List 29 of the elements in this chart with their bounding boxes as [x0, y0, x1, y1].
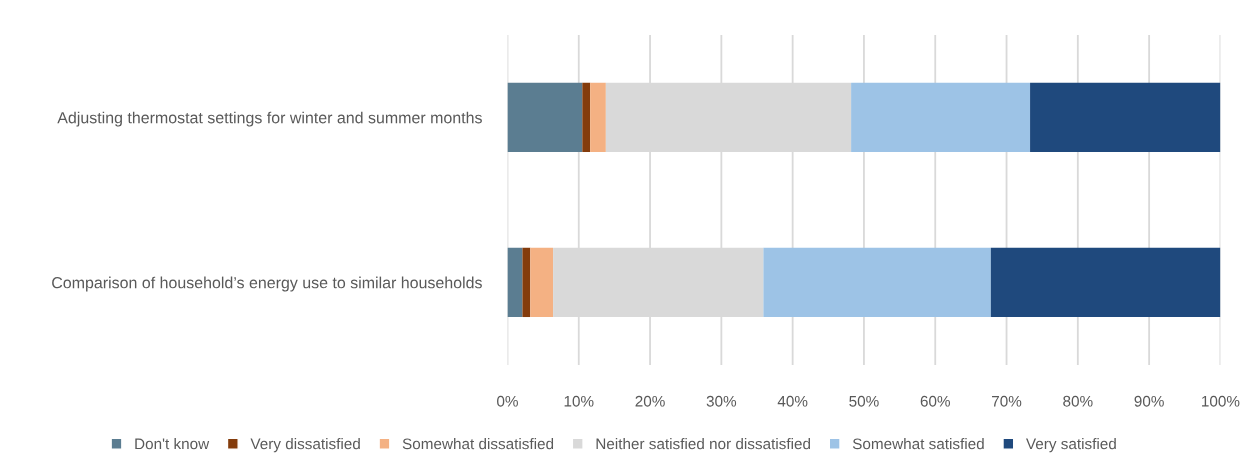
bar [990, 247, 1221, 318]
legend-label: Very dissatisfied [250, 438, 360, 453]
x-tick-label: 50% [849, 395, 879, 407]
bar [763, 247, 991, 318]
bar [582, 82, 591, 153]
y-tick-label: Adjusting thermostat settings for winter and summer months [57, 111, 482, 127]
x-tick-label: 10% [564, 395, 594, 407]
bar [507, 82, 583, 153]
x-tick-label: 40% [777, 395, 808, 407]
bar [851, 82, 1031, 153]
bar [1030, 82, 1221, 153]
x-tick-label: 20% [635, 395, 665, 407]
y-tick-label: Comparison of household’s energy use to similar households [52, 276, 482, 292]
legend-label: Somewhat satisfied [852, 438, 984, 450]
x-tick-label: 60% [920, 395, 950, 407]
x-tick-label: 80% [1063, 395, 1093, 407]
bar [530, 247, 554, 318]
x-tick-label: 90% [1134, 395, 1164, 407]
x-tick-label: 0% [497, 395, 518, 407]
x-tick-label: 30% [706, 395, 737, 407]
bar [507, 247, 523, 318]
legend-label: Somewhat dissatisfied [402, 438, 554, 450]
legend-label: Very satisfied [1026, 438, 1116, 453]
legend-label: Don't know [135, 438, 210, 450]
bar [522, 247, 531, 318]
x-tick-label: 100% [1202, 395, 1240, 407]
bar [590, 82, 606, 153]
legend-label: Neither satisfied nor dissatisfied [596, 438, 810, 450]
x-tick-label: 70% [992, 395, 1022, 407]
